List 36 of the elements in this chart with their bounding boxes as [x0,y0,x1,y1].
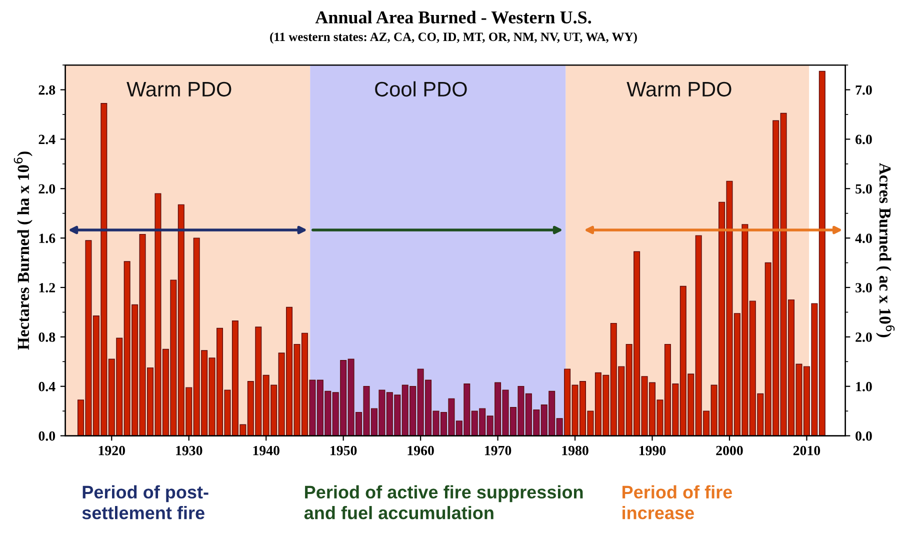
text: Period of post- settlement fire [82,485,208,520]
x-tick-label: 2010 [793,446,820,456]
y2-tick-label: 3.0 [856,283,872,292]
y2-tick-label: 4.0 [855,234,872,244]
x-tick-label: 1950 [330,446,357,456]
y-tick-label: 0.4 [38,382,56,392]
y2-tick-label: 0.0 [856,431,872,441]
y-axis-title: Hectares Burned ( ha x 10$^{6}$) [14,152,32,350]
x-tick-label: 1970 [485,446,512,456]
y2-tick-label: 2.0 [856,332,872,342]
band-label: Cool PDO [375,81,467,97]
text: Period of fire increase [622,485,732,520]
x-tick-label: 2000 [716,446,743,456]
y-tick-label: 1.6 [39,234,56,244]
y2-tick-label: 7.0 [856,85,872,95]
y2-tick-label: 6.0 [856,134,872,144]
y2-tick-label: 5.0 [856,184,872,194]
y-tick-label: 0.8 [38,332,56,342]
chart-subtitle: (11 western states: AZ, CA, CO, ID, MT, OR, NM, NV, UT, WA, WY) [270,32,637,44]
y2-tick-label: 1.0 [856,382,872,392]
x-tick-label: 1990 [639,446,666,456]
y2-axis-title: Acres Burned ( ac x 10$^{6}$) [876,162,895,338]
x-tick-label: 1960 [408,446,434,456]
y-tick-label: 2.8 [38,85,56,95]
text: Period of active fire suppression and fuel accumulation [304,485,583,520]
band-label: Warm PDO [626,82,732,97]
x-tick-label: 1940 [253,446,280,456]
y-tick-label: 2.4 [38,134,56,144]
x-tick-label: 1930 [176,446,202,456]
x-tick-label: 1920 [98,446,125,456]
chart-title: Annual Area Burned - Western U.S. [315,10,592,24]
y-tick-label: 1.2 [39,283,55,292]
band-label: Warm PDO [126,82,232,97]
y-tick-label: 0.0 [38,431,56,441]
y-tick-label: 2.0 [38,184,56,194]
x-tick-label: 1980 [562,446,588,456]
